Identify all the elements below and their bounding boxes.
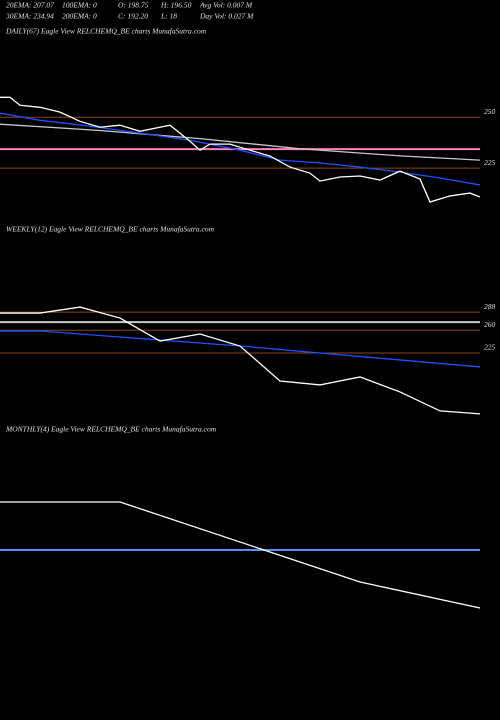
y-tick-label: 225: [484, 343, 496, 352]
price-line: [0, 123, 481, 161]
panel-title: MONTHLY(4) Eagle View RELCHEMQ_BE charts…: [5, 425, 217, 434]
stat: H: 196.50: [160, 1, 192, 10]
stat: 200EMA: 0: [62, 12, 97, 21]
stat: C: 192.20: [118, 12, 148, 21]
y-tick-label: 260: [484, 320, 496, 329]
price-line: [0, 306, 481, 415]
stat: O: 198.75: [118, 1, 149, 10]
stat: Day Vol: 0.027 M: [199, 12, 254, 21]
price-line: [0, 96, 481, 203]
stat: Avg Vol: 0.007 M: [199, 1, 253, 10]
panel-title: DAILY(67) Eagle View RELCHEMQ_BE charts …: [5, 27, 207, 36]
stat: 100EMA: 0: [62, 1, 97, 10]
stat: 30EMA: 234.94: [5, 12, 54, 21]
y-tick-label: 288: [484, 302, 496, 311]
y-tick-label: 225: [484, 158, 496, 167]
price-line: [0, 501, 481, 609]
stat: L: 18: [160, 12, 177, 21]
y-tick-label: 250: [484, 107, 496, 116]
panel-title: WEEKLY(12) Eagle View RELCHEMQ_BE charts…: [6, 225, 215, 234]
price-line: [0, 330, 481, 368]
stat: 20EMA: 207.07: [6, 1, 54, 10]
